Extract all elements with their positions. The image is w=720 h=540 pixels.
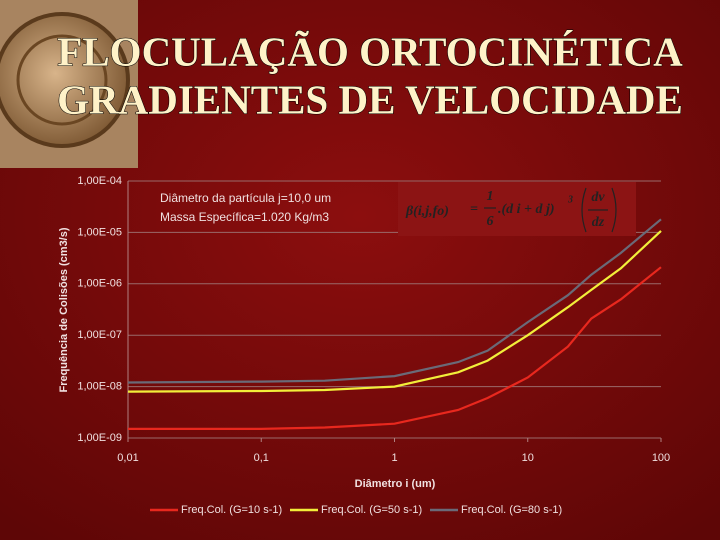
formula-num: 1 <box>487 189 494 204</box>
legend-label: Freq.Col. (G=80 s-1) <box>461 504 562 516</box>
formula-den: 6 <box>487 214 494 229</box>
series-line <box>127 218 662 384</box>
y-axis-title: Frequência de Colisões (cm3/s) <box>58 227 70 392</box>
formula-mid: .(d i + d j) <box>498 202 555 217</box>
y-tick-label: 1,00E-06 <box>77 278 122 290</box>
y-tick-label: 1,00E-04 <box>77 175 122 187</box>
y-tick-label: 1,00E-09 <box>77 432 122 444</box>
formula-exp: 3 <box>567 194 573 205</box>
formula-box <box>398 182 636 236</box>
coin-image <box>0 0 138 168</box>
legend-label: Freq.Col. (G=50 s-1) <box>321 504 422 516</box>
annotation: Diâmetro da partícula j=10,0 um <box>160 191 331 205</box>
x-tick-label: 0,01 <box>117 452 138 464</box>
y-tick-label: 1,00E-08 <box>77 381 122 393</box>
x-tick-label: 0,1 <box>254 452 269 464</box>
formula-dden: dz <box>592 215 605 230</box>
x-tick-label: 10 <box>522 452 534 464</box>
y-tick-label: 1,00E-05 <box>77 226 122 238</box>
legend-label: Freq.Col. (G=10 s-1) <box>181 504 282 516</box>
slide-title: FLOCULAÇÃO ORTOCINÉTICA <box>57 28 683 74</box>
formula-dnum: dv <box>591 190 605 205</box>
annotation: Massa Específica=1.020 Kg/m3 <box>160 210 329 224</box>
y-tick-label: 1,00E-07 <box>77 329 122 341</box>
series-line <box>127 230 662 393</box>
chart: 1,00E-09 1,00E-08 1,00E-07 1,00E-06 1,00E-05… <box>77 175 670 516</box>
formula: β(i,j,fo) = 1 6 .(d i + d j) 3 dv dz <box>398 182 636 236</box>
formula-eq: = <box>470 202 478 217</box>
formula-lhs: β(i,j,fo) <box>405 204 449 219</box>
slide-title: GRADIENTES DE VELOCIDADE <box>57 76 683 122</box>
x-tick-label: 1 <box>391 452 397 464</box>
x-tick-label: 100 <box>652 452 670 464</box>
x-axis-title: Diâmetro i (um) <box>355 478 436 490</box>
series-line <box>128 266 662 430</box>
